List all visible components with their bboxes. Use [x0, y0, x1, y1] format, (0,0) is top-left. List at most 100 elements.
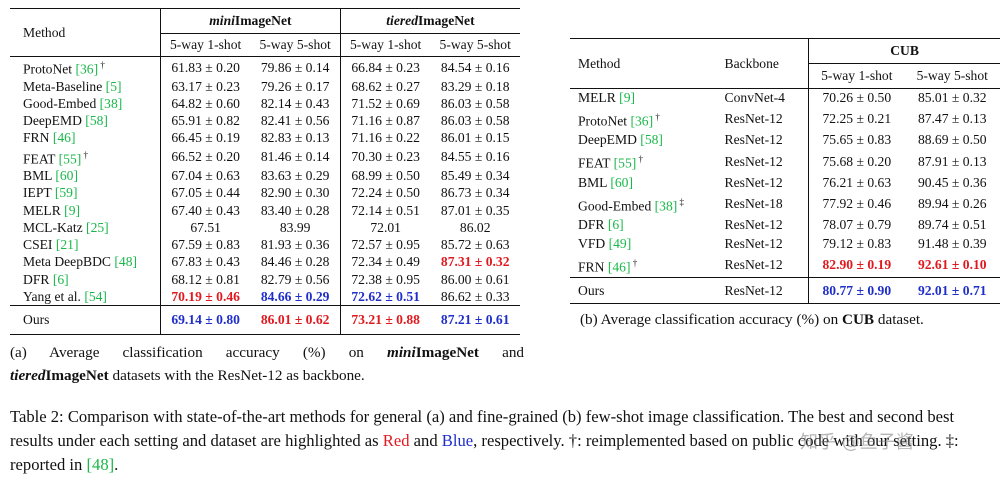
table-a-cell: 86.73 ± 0.34: [440, 185, 510, 201]
table-a-cell: 72.24 ± 0.50: [339, 184, 431, 202]
table-a-row: FEAT [55] † 66.52 ± 0.20 81.46 ± 0.14 70.30…: [10, 146, 520, 168]
table-a-cell: 86.00 ± 0.61: [440, 271, 510, 287]
table-b-ours-row: Ours ResNet-12 80.77 ± 0.90 92.01 ± 0.71: [570, 277, 1000, 305]
table-b-row: DeepEMD [58] ResNet-12 75.65 ± 0.83 88.69 ±…: [570, 131, 1000, 151]
table-a-cell: 86.62 ± 0.33: [440, 288, 510, 304]
citation-link[interactable]: [55]: [613, 155, 637, 171]
citation-link[interactable]: [36]: [75, 61, 99, 77]
table-a-subheader: 5-way 5-shot: [250, 33, 341, 57]
table-a-cell: 84.55 ± 0.16: [440, 149, 510, 165]
table-a-ours-cell: 87.21 ± 0.61: [430, 304, 520, 335]
table-a-method-name: BML [60]: [23, 168, 79, 184]
citation-link[interactable]: [6]: [607, 217, 624, 233]
table-b-cell: 92.61 ± 0.10: [917, 257, 987, 273]
caption-a-line1: (a) Average classification accuracy (%) …: [10, 344, 525, 361]
table-b-group-cub: CUB: [808, 38, 1000, 64]
table-a-cell: 67.59 ± 0.83: [159, 236, 251, 254]
table-a-method-name: CSEI [21]: [23, 237, 79, 253]
citation-link[interactable]: [5]: [105, 78, 122, 94]
table-a-ours-cell: 69.14 ± 0.80: [159, 304, 251, 335]
table-b-backbone: ResNet-12: [724, 217, 783, 233]
table-a-method-name: Yang et al. [54]: [23, 288, 107, 304]
citation-link[interactable]: [9]: [64, 202, 81, 218]
table-a-row: BML [60] 67.04 ± 0.63 83.63 ± 0.29 68.99 ± …: [10, 167, 520, 185]
table-a-cell: 84.46 ± 0.28: [260, 254, 330, 270]
table-a-method-name: ProtoNet [36] †: [10, 55, 161, 78]
table-b-backbone: ResNet-12: [724, 174, 783, 190]
table-a-method-name: Good-Embed [38]: [23, 95, 123, 111]
table-b-backbone: ResNet-12: [724, 111, 783, 127]
citation-link[interactable]: [46]: [52, 130, 76, 146]
table-a-cell: 66.84 ± 0.23: [339, 55, 431, 78]
table-b-backbone: ResNet-12: [724, 153, 783, 169]
table-a-cell: 82.14 ± 0.43: [260, 95, 330, 111]
table-a-cell: 82.79 ± 0.56: [260, 271, 330, 287]
table-b-backbone: ResNet-12: [724, 257, 783, 273]
citation-link[interactable]: [38]: [99, 95, 123, 111]
table-a-cell: 72.62 ± 0.51: [339, 287, 431, 306]
citation-link[interactable]: [59]: [54, 185, 78, 201]
table-a-body: ProtoNet [36] † 61.83 ± 0.20 79.86 ± 0.14 6…: [10, 55, 520, 306]
caption-a: (a) Average classification accuracy (%) …: [10, 341, 524, 387]
citation-link[interactable]: [36]: [630, 113, 654, 129]
table-a-subheader: 5-way 5-shot: [430, 33, 520, 57]
citation-link[interactable]: [25]: [86, 219, 109, 235]
table-a-row: MELR [9] 67.40 ± 0.43 83.40 ± 0.28 72.14 ± …: [10, 201, 520, 219]
citation-link[interactable]: [54]: [84, 288, 107, 304]
citation-link[interactable]: [60]: [55, 168, 79, 184]
table-a-cell: 68.12 ± 0.81: [159, 270, 251, 288]
table-b-cell: 91.48 ± 0.39: [917, 235, 987, 251]
caption-a-line2: tieredImageNet datasets with the ResNet-…: [10, 367, 365, 384]
table-b-method-name: FRN [46] †: [578, 257, 638, 275]
table-a-cell: 86.03 ± 0.58: [440, 113, 510, 129]
table-a-cell: 87.01 ± 0.35: [440, 202, 510, 218]
table-a-cell: 67.40 ± 0.43: [159, 201, 251, 219]
table-b-method-name: DFR [6]: [578, 217, 624, 233]
table-b-ours-backbone: ResNet-12: [716, 277, 809, 305]
table-b-cell: 90.45 ± 0.36: [917, 174, 987, 190]
citation-link[interactable]: [46]: [607, 259, 631, 275]
caption-b: (b) Average classification accuracy (%) …: [580, 311, 924, 328]
table-a-ours-cell: 73.21 ± 0.88: [339, 304, 431, 335]
citation-link[interactable]: [48]: [114, 254, 138, 270]
table-b-cell: 89.74 ± 0.51: [917, 217, 987, 233]
caption-blue-word: Blue: [441, 431, 474, 450]
citation-link[interactable]: [55]: [58, 151, 82, 167]
table-a-row: IEPT [59] 67.05 ± 0.44 82.90 ± 0.30 72.24 ±…: [10, 184, 520, 202]
table-a-method-name: MCL-Katz [25]: [23, 219, 109, 235]
table-a-row: ProtoNet [36] † 61.83 ± 0.20 79.86 ± 0.14 6…: [10, 55, 520, 78]
citation-link[interactable]: [58]: [85, 113, 108, 129]
table-a-method-name: MELR [9]: [23, 202, 81, 218]
table-b-cell: 70.26 ± 0.50: [808, 87, 905, 108]
citation-link[interactable]: [6]: [52, 271, 69, 287]
table-a-cell: 63.17 ± 0.23: [159, 77, 251, 95]
table-a-cell: 71.16 ± 0.87: [339, 112, 431, 130]
table-a-cell: 71.52 ± 0.69: [339, 94, 431, 113]
table-b-backbone-header: Backbone: [724, 55, 779, 71]
table-a-row: DFR [6] 68.12 ± 0.81 82.79 ± 0.56 72.38 ± 0…: [10, 270, 520, 288]
table-b-row: FRN [46] † ResNet-12 82.90 ± 0.19 92.61 ± 0…: [570, 253, 1000, 278]
table-b-ours-name: Ours: [570, 277, 717, 305]
table-a-cell: 83.40 ± 0.28: [260, 202, 330, 218]
citation-link[interactable]: [38]: [654, 198, 678, 214]
table-a-cell: 79.86 ± 0.14: [250, 55, 341, 78]
citation-link[interactable]: [49]: [608, 235, 632, 251]
table-b-cell: 75.68 ± 0.20: [808, 150, 905, 174]
table-b-method-name: MELR [9]: [570, 87, 717, 108]
table-b-ours-cell: 92.01 ± 0.71: [904, 277, 1000, 305]
table-a-cell: 61.83 ± 0.20: [159, 55, 251, 78]
table-b-row: Good-Embed [38] ‡ ResNet-18 77.92 ± 0.46 89…: [570, 192, 1000, 217]
watermark: 知乎 @鱼子酱: [800, 432, 914, 453]
table-b-cell: 87.47 ± 0.13: [917, 111, 987, 127]
citation-link[interactable]: [58]: [640, 132, 663, 148]
table-b: Method Backbone CUB 5-way 1-shot 5-way 5…: [570, 38, 1000, 305]
table-b-row: DFR [6] ResNet-12 78.07 ± 0.79 89.74 ± 0.51: [570, 216, 1000, 235]
table-a-cell: 85.72 ± 0.63: [440, 237, 510, 253]
table-b-cell: 78.07 ± 0.79: [808, 216, 905, 235]
table-b-row: BML [60] ResNet-12 76.21 ± 0.63 90.45 ± 0.3…: [570, 173, 1000, 193]
table-b-cell: 79.12 ± 0.83: [808, 234, 905, 254]
table-a-cell: 82.41 ± 0.56: [260, 113, 330, 129]
citation-link[interactable]: [9]: [619, 90, 636, 105]
citation-link[interactable]: [21]: [55, 237, 79, 253]
citation-link[interactable]: [60]: [610, 174, 634, 190]
